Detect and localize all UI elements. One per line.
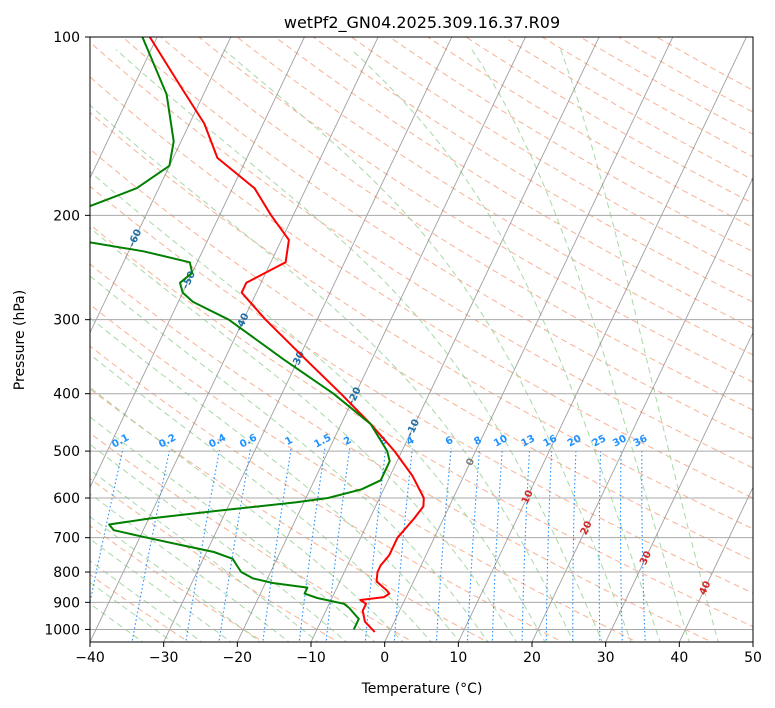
moist-adiabat xyxy=(90,104,575,642)
mixing-ratio-line xyxy=(393,448,413,642)
x-tick-label: 50 xyxy=(744,650,762,666)
moist-adiabat xyxy=(90,443,348,642)
y-tick-label: 300 xyxy=(53,313,80,329)
isotherm xyxy=(90,37,379,642)
mixing-ratio-line xyxy=(298,448,326,642)
isotherm xyxy=(384,37,674,642)
x-tick-label: 30 xyxy=(597,650,615,666)
mixing-ratio-label: 6 xyxy=(444,435,455,448)
dry-adiabat xyxy=(90,345,564,642)
dry-adiabat xyxy=(159,37,753,411)
y-tick-label: 800 xyxy=(53,565,80,581)
mixing-ratio-label: 1 xyxy=(283,435,294,448)
y-axis-label: Pressure (hPa) xyxy=(12,290,28,390)
isotherm xyxy=(457,37,747,642)
isotherm xyxy=(90,37,305,489)
moist-adiabat xyxy=(90,469,319,642)
dry-adiabat xyxy=(90,224,753,628)
moist-adiabat xyxy=(90,416,376,642)
y-tick-label: 100 xyxy=(53,30,80,46)
moist-adiabat xyxy=(90,493,290,642)
dry-adiabat xyxy=(90,478,340,642)
mixing-ratio-line xyxy=(90,448,124,606)
isotherm-label: 20 xyxy=(579,520,595,537)
mixing-ratio-line xyxy=(131,448,171,642)
mixing-ratio-label: 8 xyxy=(472,435,483,448)
dry-adiabat xyxy=(90,303,639,642)
y-tick-label: 600 xyxy=(53,491,80,507)
dewpoint-line xyxy=(90,37,391,630)
y-tick-label: 900 xyxy=(53,595,80,611)
moist-adiabat xyxy=(90,386,404,642)
x-tick-label: 40 xyxy=(670,650,688,666)
x-tick-label: −30 xyxy=(149,650,179,666)
chart-title: wetPf2_GN04.2025.309.16.37.R09 xyxy=(284,13,560,33)
temperature-line xyxy=(148,37,425,633)
y-tick-label: 200 xyxy=(53,208,80,224)
x-tick-label: −20 xyxy=(223,650,253,666)
isotherm-label: 30 xyxy=(638,550,654,567)
mixing-ratio-line xyxy=(218,448,252,642)
plot-frame xyxy=(89,36,754,643)
moist-adiabat xyxy=(90,581,174,642)
mixing-ratio-line xyxy=(185,448,221,642)
dry-adiabat xyxy=(121,37,753,440)
x-tick-label: 20 xyxy=(523,650,541,666)
mixing-ratio-line xyxy=(262,448,292,642)
moist-adiabat xyxy=(90,538,232,642)
dry-adiabat xyxy=(198,37,753,383)
x-tick-label: −10 xyxy=(296,650,326,666)
x-axis-label: Temperature (°C) xyxy=(361,681,483,697)
dry-adiabat xyxy=(236,37,753,356)
y-tick-label: 500 xyxy=(53,444,80,460)
axes: −40 −30 −20 −10 0 10 20 30 40 5010020030040050060… xyxy=(44,30,762,666)
x-tick-label: 0 xyxy=(380,650,389,666)
dry-adiabat xyxy=(90,41,753,469)
moist-adiabat xyxy=(90,227,518,642)
dry-adiabat xyxy=(90,185,753,594)
isotherm xyxy=(90,37,158,179)
moist-adiabat xyxy=(90,170,546,642)
mixing-ratio-line xyxy=(364,448,387,642)
moist-adiabat xyxy=(90,516,262,642)
isotherm xyxy=(310,37,600,642)
y-tick-label: 700 xyxy=(53,531,80,547)
x-tick-label: −40 xyxy=(75,650,105,666)
x-tick-label: 10 xyxy=(449,650,467,666)
profile-lines xyxy=(90,37,425,633)
isotherm xyxy=(531,176,753,642)
mixing-ratio-label: 4 xyxy=(405,435,416,448)
dry-adiabat xyxy=(90,76,753,499)
isotherm xyxy=(605,331,753,642)
isotherm-label: 0 xyxy=(464,457,477,468)
dry-adiabat xyxy=(90,388,489,642)
mixing-ratio-label: 2 xyxy=(342,435,353,448)
isotherm-label: 10 xyxy=(520,489,536,506)
y-tick-label: 400 xyxy=(53,387,80,403)
isotherm xyxy=(236,37,526,642)
y-tick-label: 1000 xyxy=(44,622,80,638)
isotherm-label: 40 xyxy=(698,580,714,597)
dry-adiabat xyxy=(90,263,713,642)
isotherm xyxy=(678,486,753,642)
isotherm xyxy=(163,37,453,642)
moist-adiabat xyxy=(90,560,203,642)
moist-adiabat xyxy=(90,603,144,642)
mixing-ratio-label: 3 xyxy=(378,435,389,448)
isotherm xyxy=(90,37,232,334)
dry-adiabat xyxy=(90,525,265,642)
